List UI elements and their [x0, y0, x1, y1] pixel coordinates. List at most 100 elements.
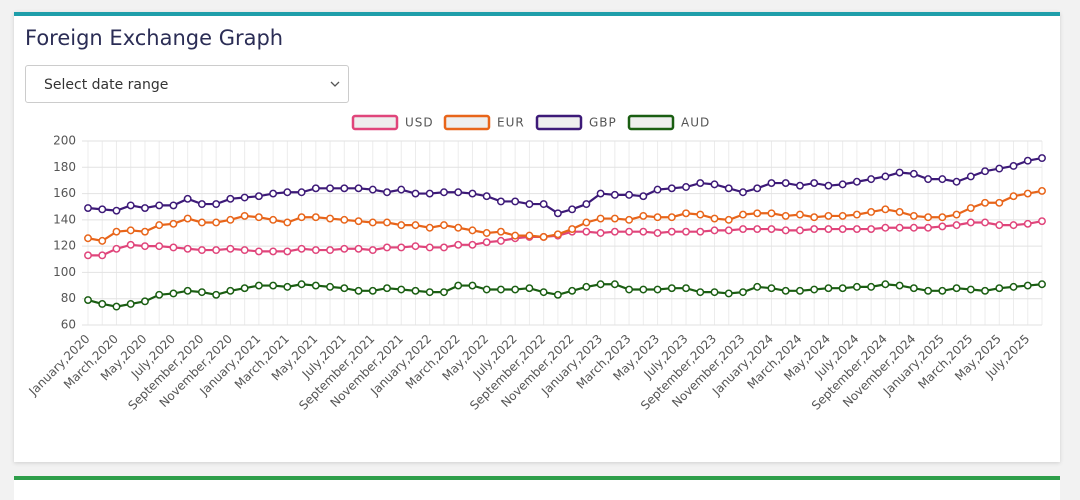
data-point: [254, 213, 263, 222]
data-point: [838, 180, 847, 189]
data-point: [696, 210, 705, 219]
data-point: [383, 218, 391, 227]
legend-swatch: [535, 114, 583, 131]
data-point: [383, 284, 391, 293]
data-point: [895, 208, 904, 216]
data-point: [710, 214, 719, 223]
data-point: [326, 282, 335, 291]
data-point: [667, 213, 676, 222]
data-point: [753, 184, 762, 193]
data-point: [881, 223, 890, 232]
data-point: [553, 290, 562, 299]
data-point: [1023, 156, 1032, 165]
data-point: [226, 244, 235, 253]
data-point: [553, 230, 562, 239]
data-point: [981, 286, 989, 295]
data-point: [995, 284, 1004, 293]
data-point: [696, 179, 705, 188]
data-point: [539, 200, 548, 209]
data-point: [867, 282, 876, 291]
legend-label: EUR: [497, 116, 525, 130]
data-point: [938, 222, 947, 231]
data-point: [411, 286, 420, 295]
data-point: [739, 288, 747, 297]
data-point: [496, 227, 505, 236]
data-point: [795, 181, 804, 190]
data-point: [425, 223, 434, 232]
data-point: [240, 211, 249, 220]
data-point: [98, 205, 107, 214]
data-point: [169, 243, 178, 252]
data-point: [909, 169, 918, 178]
data-point: [468, 189, 477, 198]
data-point: [696, 288, 705, 297]
date-range-select[interactable]: Select date range: [25, 65, 349, 103]
data-point: [197, 288, 206, 297]
data-point: [1009, 192, 1018, 201]
data-point: [440, 243, 448, 252]
data-point: [852, 210, 861, 219]
y-tick-label: 200: [53, 134, 76, 148]
y-tick-label: 80: [61, 291, 76, 305]
data-point: [810, 213, 819, 222]
data-point: [596, 214, 605, 223]
data-point: [867, 175, 876, 184]
data-point: [795, 210, 804, 219]
data-point: [653, 229, 662, 237]
data-point: [311, 281, 320, 290]
data-point: [838, 225, 847, 234]
data-point: [1023, 189, 1032, 198]
data-point: [440, 288, 448, 297]
data-point: [155, 201, 164, 210]
data-point: [852, 177, 861, 186]
data-point: [496, 197, 505, 206]
data-point: [824, 284, 833, 293]
data-point: [454, 188, 463, 197]
data-point: [454, 223, 463, 232]
data-point: [810, 225, 819, 234]
data-point: [824, 211, 833, 220]
data-point: [525, 200, 534, 209]
data-point: [995, 198, 1004, 207]
data-point: [297, 213, 306, 222]
legend-swatch: [627, 114, 675, 131]
data-point: [226, 286, 235, 295]
data-point: [212, 246, 221, 255]
data-point: [653, 185, 662, 194]
data-point: [126, 240, 135, 249]
data-point: [511, 231, 520, 240]
data-point: [995, 164, 1004, 173]
data-point: [781, 211, 790, 220]
data-point: [909, 223, 918, 232]
data-point: [881, 205, 890, 214]
data-point: [197, 246, 206, 255]
data-point: [682, 209, 690, 218]
data-point: [938, 286, 947, 295]
data-point: [297, 244, 306, 253]
data-point: [183, 214, 192, 223]
data-point: [169, 201, 178, 210]
data-point: [425, 243, 434, 252]
data-point: [368, 185, 377, 194]
data-point: [212, 200, 221, 209]
data-point: [895, 168, 904, 177]
data-point: [240, 246, 249, 255]
data-point: [739, 225, 747, 234]
data-point: [639, 227, 648, 236]
data-point: [411, 189, 420, 198]
data-point: [212, 290, 221, 299]
data-point: [397, 285, 406, 294]
data-point: [653, 285, 662, 294]
data-point: [710, 180, 719, 189]
data-point: [226, 215, 235, 224]
data-point: [84, 251, 92, 260]
data-point: [197, 200, 206, 209]
data-point: [240, 193, 249, 202]
data-point: [112, 206, 121, 215]
data-point: [411, 242, 420, 251]
data-point: [667, 227, 676, 236]
data-point: [525, 284, 534, 293]
data-point: [496, 285, 505, 294]
legend-label: AUD: [681, 116, 710, 130]
data-point: [169, 289, 178, 298]
